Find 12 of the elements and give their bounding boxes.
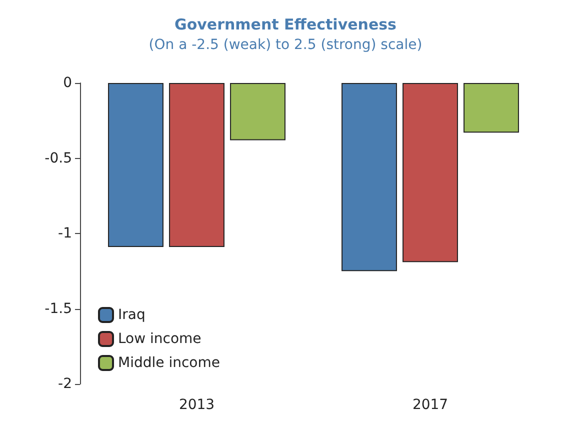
y-tick-label: -1 bbox=[58, 226, 72, 242]
y-tick-label: -2 bbox=[58, 376, 72, 392]
legend-label: Low income bbox=[118, 331, 202, 347]
legend-label: Iraq bbox=[118, 307, 146, 323]
legend-label: Middle income bbox=[118, 355, 220, 371]
x-tick-label: 2013 bbox=[178, 397, 215, 413]
y-tick-label: -1.5 bbox=[44, 300, 72, 317]
y-tick-label: 0 bbox=[63, 75, 72, 91]
y-tick-label: -0.5 bbox=[44, 150, 72, 166]
chart-subtitle: (On a -2.5 (weak) to 2.5 (strong) scale) bbox=[148, 37, 422, 53]
x-tick-label: 2017 bbox=[412, 397, 448, 413]
chart-title: Government Effectiveness bbox=[174, 16, 397, 34]
